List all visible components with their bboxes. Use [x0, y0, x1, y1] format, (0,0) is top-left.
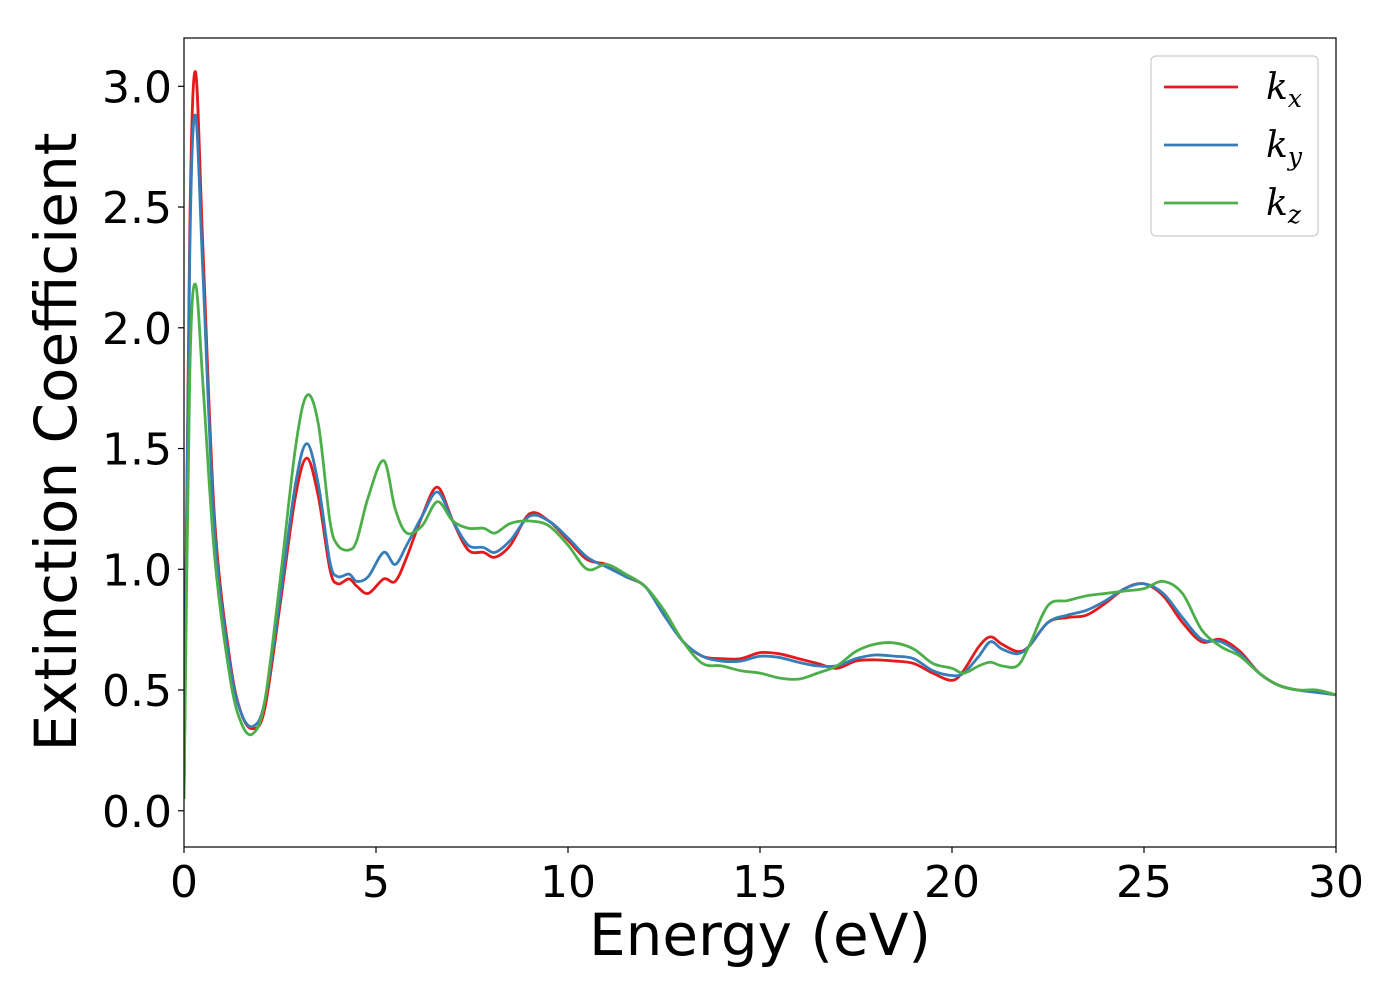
y-tick-label: 0.0	[102, 787, 172, 838]
y-tick-label: 3.0	[102, 62, 172, 113]
y-tick-label: 1.0	[102, 545, 172, 596]
x-tick-label: 5	[362, 857, 390, 908]
x-axis-title: Energy (eV)	[589, 901, 931, 969]
x-tick-label: 30	[1308, 857, 1364, 908]
series-line-z	[184, 284, 1336, 799]
x-tick-label: 25	[1116, 857, 1172, 908]
y-tick-label: 2.0	[102, 304, 172, 355]
y-tick-label: 1.5	[102, 425, 172, 476]
x-tick-label: 0	[170, 857, 198, 908]
y-tick-label: 0.5	[102, 666, 172, 717]
y-tick-label: 2.5	[102, 183, 172, 234]
x-tick-label: 20	[924, 857, 980, 908]
y-axis-title: Extinction Coefficient	[22, 133, 90, 752]
x-tick-label: 10	[540, 857, 596, 908]
